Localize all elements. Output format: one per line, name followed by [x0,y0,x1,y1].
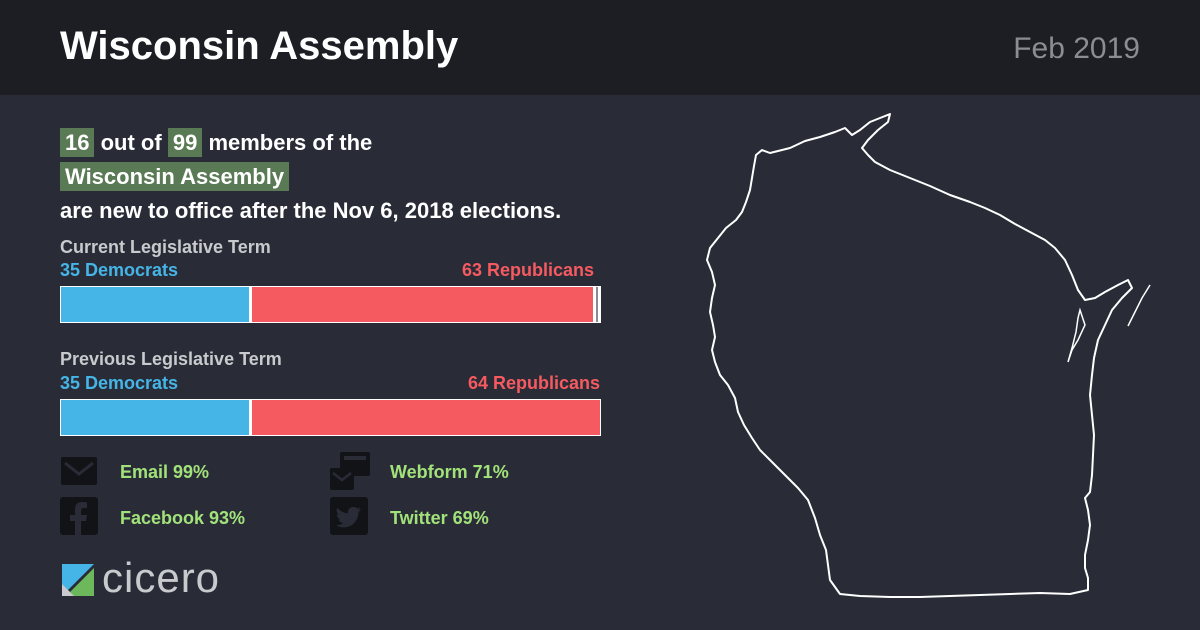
webform-stat: Webform 71% [390,462,509,482]
current-dem-segment [61,287,250,322]
webform-icon [330,452,370,490]
email-stat: Email 99% [120,462,210,482]
facebook-icon [60,497,98,535]
previous-rep-label: 64 Republicans [467,373,600,393]
page-title: Wisconsin Assembly [60,24,459,68]
logo-text: cicero [102,554,221,601]
new-member-count: 16 [60,128,95,157]
previous-rep-segment [252,400,600,435]
current-rep-segment [252,287,593,322]
current-vacant-segment [595,287,598,322]
headline-out-of: out of [100,130,162,155]
headline-after: are new to office after the Nov 6, 2018 … [60,198,562,223]
wisconsin-map [706,113,1151,598]
header-bar: Wisconsin Assembly Feb 2019 [0,0,1200,95]
cicero-mark-icon [62,564,94,596]
envelope-icon [60,452,98,490]
current-rep-label: 63 Republicans [461,260,594,280]
current-term-title: Current Legislative Term [60,237,271,257]
headline-members: members of the [208,130,373,155]
total-member-count: 99 [167,128,203,157]
previous-dem-label: 35 Democrats [60,373,179,393]
current-dem-label: 35 Democrats [60,260,179,280]
cicero-logo: cicero [62,554,272,601]
current-term-bar [60,286,601,323]
previous-term-title: Previous Legislative Term [60,349,282,369]
previous-dem-segment [61,400,250,435]
twitter-stat: Twitter 69% [390,508,489,528]
twitter-icon [330,497,368,535]
facebook-stat: Facebook 93% [120,508,246,528]
date-label: Feb 2019 [1013,32,1140,65]
headline-text: 16 out of 99 members of the Wisconsin As… [60,126,660,228]
previous-term-bar [60,399,601,436]
body-name: Wisconsin Assembly [60,162,290,191]
